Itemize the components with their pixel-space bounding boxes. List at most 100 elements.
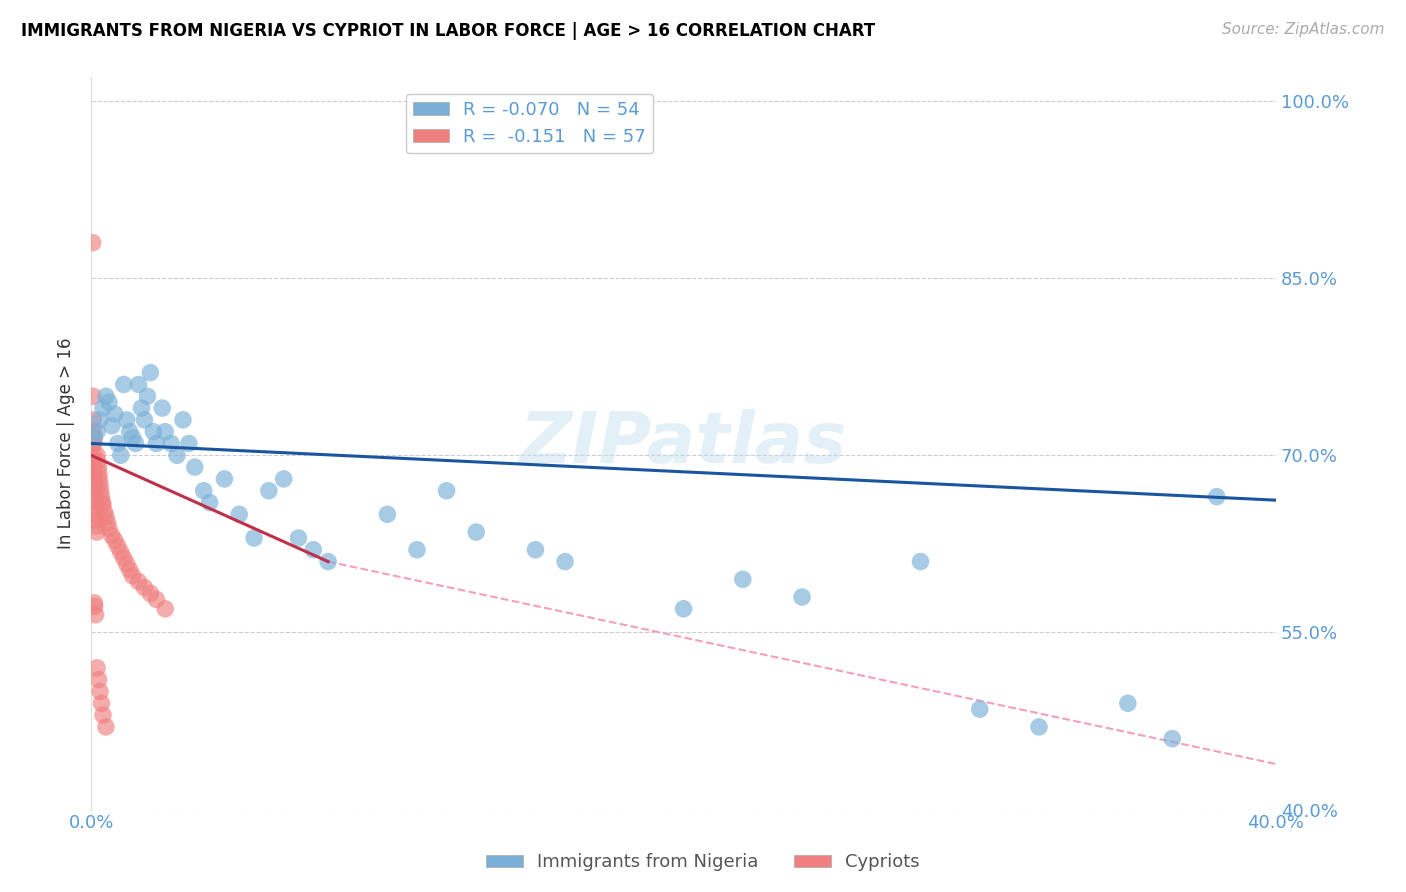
Point — [91, 708, 114, 723]
Point — [160, 436, 183, 450]
Point — [82, 235, 104, 250]
Point — [87, 460, 110, 475]
Point — [153, 425, 176, 439]
Point — [83, 596, 105, 610]
Point — [145, 436, 167, 450]
Point — [377, 508, 399, 522]
Point — [82, 448, 104, 462]
Point — [83, 431, 105, 445]
Point — [969, 702, 991, 716]
Point — [84, 501, 107, 516]
Point — [97, 521, 120, 535]
Point — [112, 377, 135, 392]
Point — [177, 436, 200, 450]
Point — [184, 460, 207, 475]
Point — [84, 490, 107, 504]
Point — [89, 478, 111, 492]
Point — [731, 572, 754, 586]
Point — [83, 460, 105, 475]
Point — [110, 545, 132, 559]
Point — [1028, 720, 1050, 734]
Point — [228, 508, 250, 522]
Point — [90, 483, 112, 498]
Point — [86, 448, 108, 462]
Point — [91, 495, 114, 509]
Point — [134, 581, 156, 595]
Point — [121, 568, 143, 582]
Point — [139, 366, 162, 380]
Point — [115, 413, 138, 427]
Point — [193, 483, 215, 498]
Point — [83, 483, 105, 498]
Point — [910, 555, 932, 569]
Point — [101, 418, 124, 433]
Point — [107, 539, 129, 553]
Point — [110, 448, 132, 462]
Point — [83, 478, 105, 492]
Point — [84, 495, 107, 509]
Point — [243, 531, 266, 545]
Point — [107, 436, 129, 450]
Point — [790, 590, 813, 604]
Point — [153, 602, 176, 616]
Point — [86, 454, 108, 468]
Point — [86, 425, 108, 439]
Point — [214, 472, 236, 486]
Point — [172, 413, 194, 427]
Point — [86, 519, 108, 533]
Point — [86, 661, 108, 675]
Point — [94, 720, 117, 734]
Point — [166, 448, 188, 462]
Text: ZIPatlas: ZIPatlas — [520, 409, 848, 478]
Point — [87, 466, 110, 480]
Point — [1161, 731, 1184, 746]
Point — [104, 407, 127, 421]
Point — [93, 505, 115, 519]
Point — [82, 436, 104, 450]
Point — [83, 472, 105, 486]
Point — [91, 498, 114, 512]
Point — [94, 509, 117, 524]
Point — [554, 555, 576, 569]
Point — [145, 592, 167, 607]
Point — [86, 524, 108, 539]
Point — [131, 401, 153, 415]
Point — [97, 395, 120, 409]
Point — [90, 696, 112, 710]
Point — [273, 472, 295, 486]
Point — [101, 528, 124, 542]
Point — [128, 377, 150, 392]
Point — [198, 495, 221, 509]
Point — [406, 542, 429, 557]
Point — [139, 586, 162, 600]
Point — [83, 425, 105, 439]
Point — [121, 431, 143, 445]
Point — [84, 508, 107, 522]
Point — [87, 673, 110, 687]
Point — [436, 483, 458, 498]
Point — [82, 389, 104, 403]
Point — [1116, 696, 1139, 710]
Text: Source: ZipAtlas.com: Source: ZipAtlas.com — [1222, 22, 1385, 37]
Point — [287, 531, 309, 545]
Point — [465, 524, 488, 539]
Point — [112, 551, 135, 566]
Point — [257, 483, 280, 498]
Point — [83, 431, 105, 445]
Point — [104, 533, 127, 548]
Point — [90, 490, 112, 504]
Point — [82, 413, 104, 427]
Point — [124, 436, 146, 450]
Point — [302, 542, 325, 557]
Point — [94, 389, 117, 403]
Text: IMMIGRANTS FROM NIGERIA VS CYPRIOT IN LABOR FORCE | AGE > 16 CORRELATION CHART: IMMIGRANTS FROM NIGERIA VS CYPRIOT IN LA… — [21, 22, 875, 40]
Point — [82, 454, 104, 468]
Point — [316, 555, 339, 569]
Point — [91, 401, 114, 415]
Legend: R = -0.070   N = 54, R =  -0.151   N = 57: R = -0.070 N = 54, R = -0.151 N = 57 — [406, 94, 654, 153]
Point — [83, 599, 105, 614]
Point — [672, 602, 695, 616]
Point — [83, 436, 105, 450]
Point — [150, 401, 173, 415]
Point — [89, 684, 111, 698]
